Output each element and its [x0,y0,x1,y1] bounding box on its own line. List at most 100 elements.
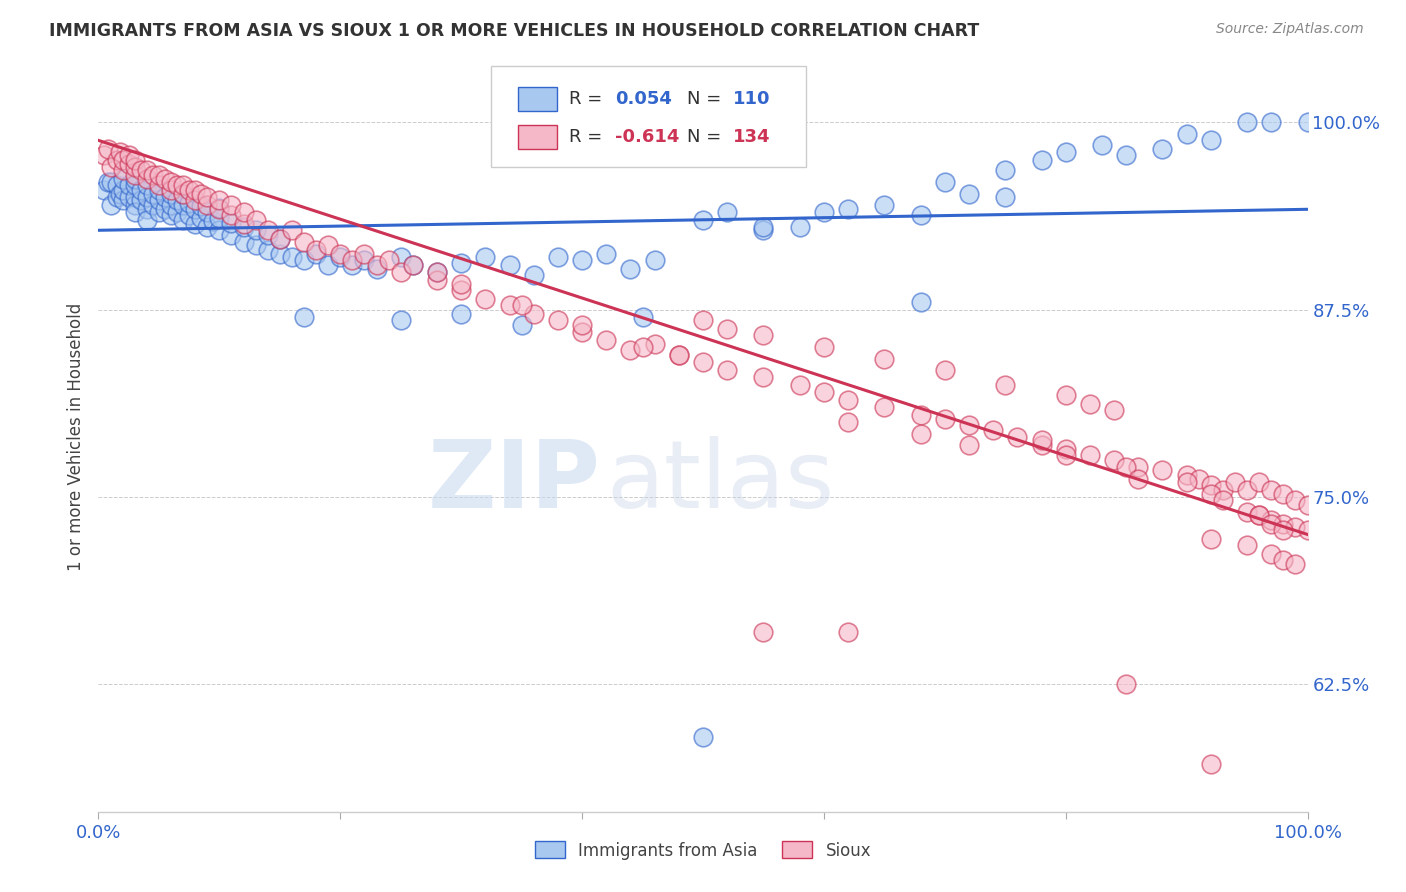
Point [692,355,714,369]
Point [135,163,157,178]
Point [402,258,425,272]
Point [97,142,120,156]
Point [129,194,152,208]
Point [692,730,714,744]
Point [752,328,775,343]
Point [595,247,617,261]
Point [269,247,291,261]
Point [160,183,183,197]
Point [752,624,775,639]
Point [644,337,666,351]
Point [631,310,654,325]
Point [148,178,170,193]
Point [1272,516,1295,531]
Point [208,201,231,215]
Point [644,253,666,268]
Point [316,258,339,272]
Point [450,256,472,270]
Y-axis label: 1 or more Vehicles in Household: 1 or more Vehicles in Household [66,303,84,571]
Point [571,325,593,339]
Point [135,172,157,186]
Point [389,265,412,279]
Point [366,258,388,272]
Point [389,250,412,264]
Point [1031,437,1053,451]
Point [910,208,932,222]
Point [190,211,212,226]
Point [256,227,278,242]
Point [184,202,207,217]
Point [232,217,254,231]
Point [1236,115,1258,129]
Point [129,163,152,178]
Point [1102,403,1125,417]
Point [1152,463,1174,477]
Point [111,153,134,167]
Point [184,217,207,231]
Point [245,212,267,227]
Point [1272,523,1295,537]
Point [1102,452,1125,467]
Point [789,220,811,235]
Point [873,198,896,212]
Point [1031,433,1053,447]
Point [1175,128,1198,142]
Point [100,198,122,212]
Point [957,437,980,451]
Point [232,235,254,250]
Point [153,172,176,186]
Point [195,198,218,212]
Point [184,194,207,208]
Point [142,187,165,202]
Point [208,223,231,237]
Point [1054,448,1077,462]
Point [389,313,412,327]
Point [631,340,654,354]
Point [1249,475,1271,489]
Point [105,153,128,167]
Point [195,220,218,235]
Point [100,175,122,189]
Point [1236,505,1258,519]
Point [1284,493,1306,508]
Point [105,190,128,204]
Point [1272,553,1295,567]
Text: N =: N = [688,128,727,145]
Point [160,198,183,212]
Point [1054,388,1077,402]
Point [510,318,533,332]
Point [93,183,115,197]
Point [148,194,170,208]
Point [245,223,267,237]
Point [595,333,617,347]
Point [124,198,146,212]
Text: R =: R = [569,128,607,145]
Text: 0.054: 0.054 [614,90,672,108]
Point [166,178,188,193]
Point [124,161,146,175]
Point [111,183,134,197]
Text: Source: ZipAtlas.com: Source: ZipAtlas.com [1216,22,1364,37]
Point [179,196,201,211]
Point [450,283,472,297]
Point [142,168,165,182]
Point [135,178,157,193]
Point [292,235,315,250]
Point [813,205,835,219]
Point [837,624,859,639]
Point [118,148,141,162]
Point [1260,512,1282,526]
Point [160,175,183,189]
Point [1199,756,1222,771]
Point [221,208,243,222]
Text: N =: N = [688,90,727,108]
Point [202,214,225,228]
Point [1236,483,1258,497]
Point [426,273,449,287]
Point [1272,487,1295,501]
Point [1199,133,1222,147]
Point [994,163,1017,178]
Point [135,190,157,204]
Point [1296,523,1319,537]
Point [981,423,1004,437]
